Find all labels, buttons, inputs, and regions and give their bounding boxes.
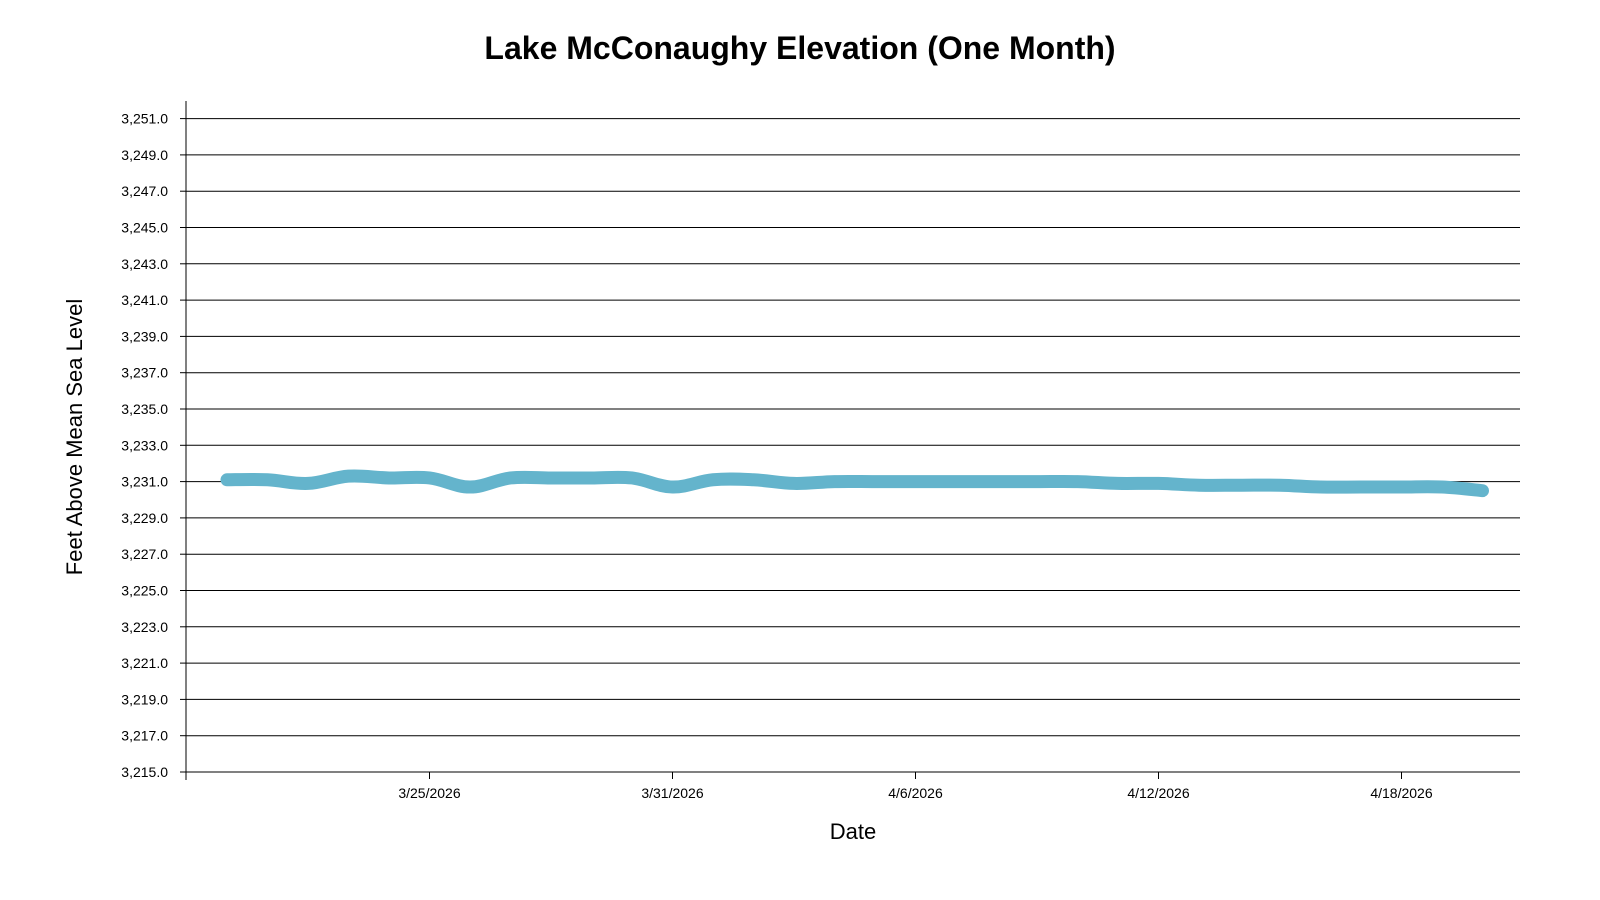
data-point [1197,483,1201,487]
y-tick-label: 3,229.0 [121,510,168,526]
chart-title: Lake McConaughy Elevation (One Month) [484,30,1116,66]
data-point [1157,481,1161,485]
data-point [1076,480,1080,484]
data-point [630,476,634,480]
data-point [752,478,756,482]
data-point [549,476,553,480]
data-point [468,485,472,489]
data-point [1278,483,1282,487]
y-tick-label: 3,219.0 [121,691,168,707]
data-point [1319,485,1323,489]
data-point [1359,485,1363,489]
data-point [266,478,270,482]
data-point [387,476,391,480]
y-tick-label: 3,243.0 [121,256,168,272]
y-tick-label: 3,235.0 [121,401,168,417]
grid-layer [186,118,1520,773]
data-point [954,480,958,484]
x-tick-label: 4/12/2026 [1127,785,1189,801]
data-point [914,480,918,484]
y-tick-label: 3,247.0 [121,183,168,199]
y-tick-label: 3,227.0 [121,546,168,562]
data-point [428,476,432,480]
y-tick-label: 3,241.0 [121,292,168,308]
data-point [995,480,999,484]
data-point [1440,485,1444,489]
y-tick-label: 3,215.0 [121,764,168,780]
data-point [873,480,877,484]
y-tick-label: 3,245.0 [121,220,168,236]
y-tick-label: 3,225.0 [121,583,168,599]
data-point [671,485,675,489]
x-axis-title: Date [830,819,876,844]
y-tick-label: 3,237.0 [121,365,168,381]
data-point [1238,483,1242,487]
data-point [1481,489,1485,493]
data-point [792,481,796,485]
axis-layer: 3,215.0 3,217.0 3,219.0 3,221.0 3,223.0 3,225… [121,101,1520,801]
series-layer [220,469,1489,498]
y-tick-label: 3,249.0 [121,147,168,163]
x-tick-label: 4/6/2026 [888,785,943,801]
x-tick-label: 3/31/2026 [641,785,703,801]
data-point [590,476,594,480]
data-point [347,474,351,478]
y-tick-label: 3,231.0 [121,474,168,490]
y-tick-label: 3,233.0 [121,437,168,453]
y-tick-label: 3,239.0 [121,328,168,344]
y-tick-label: 3,223.0 [121,619,168,635]
x-tick-label: 4/18/2026 [1370,785,1432,801]
data-point [1400,485,1404,489]
data-point [509,476,513,480]
x-tick-label: 3/25/2026 [398,785,460,801]
data-point [1035,480,1039,484]
data-point [225,478,229,482]
data-point [833,480,837,484]
data-point [1116,481,1120,485]
y-tick-label: 3,251.0 [121,111,168,127]
data-point [711,478,715,482]
y-tick-label: 3,221.0 [121,655,168,671]
elevation-series-line [220,469,1489,498]
y-axis-title: Feet Above Mean Sea Level [62,299,87,575]
y-tick-label: 3,217.0 [121,728,168,744]
data-point [306,481,310,485]
